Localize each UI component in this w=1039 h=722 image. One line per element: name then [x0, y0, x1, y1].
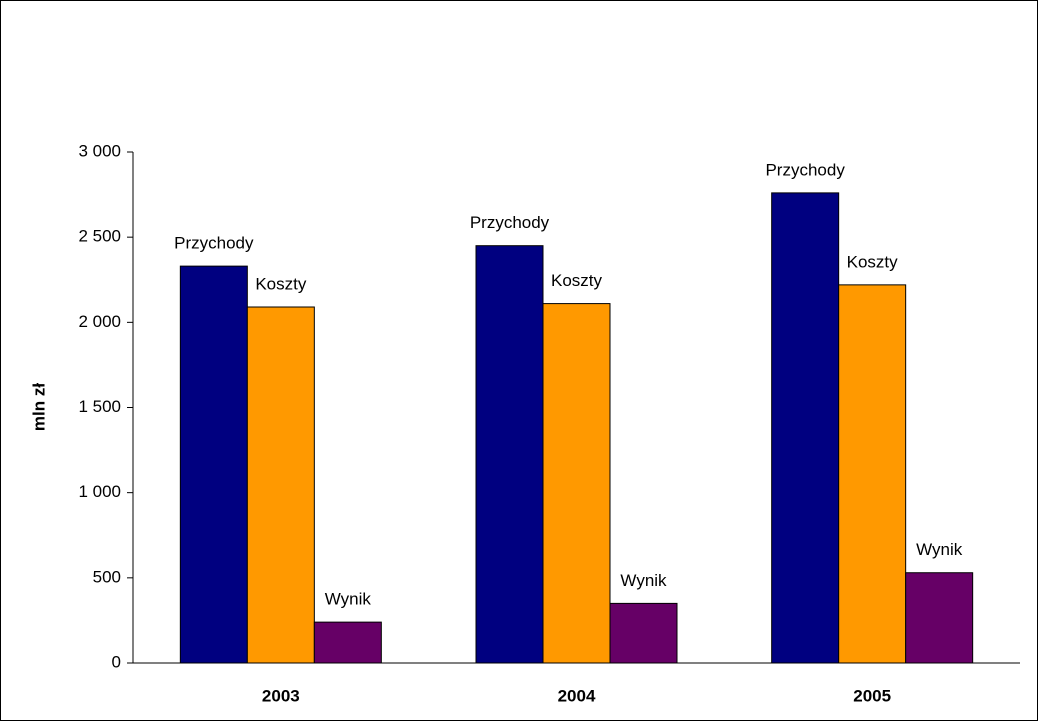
bar — [838, 284, 907, 664]
y-tick-label: 0 — [112, 652, 121, 671]
x-tick-label: 2005 — [853, 686, 891, 705]
x-tick-label: 2004 — [558, 686, 596, 705]
y-axis-label: mln zł — [29, 383, 48, 431]
bar — [771, 192, 840, 664]
data-label: Koszty — [255, 274, 307, 293]
x-tick-label: 2003 — [262, 686, 300, 705]
data-label: Wynik — [916, 540, 963, 559]
bar — [475, 245, 544, 664]
data-label: Przychody — [174, 234, 254, 253]
y-tick-label: 2 500 — [78, 227, 121, 246]
data-label: Wynik — [325, 590, 372, 609]
bar — [313, 621, 382, 664]
bar — [179, 265, 248, 664]
bar — [905, 572, 974, 664]
data-label: Przychody — [470, 213, 550, 232]
bar — [609, 602, 678, 664]
y-tick-label: 1 500 — [78, 397, 121, 416]
y-tick-label: 2 000 — [78, 312, 121, 331]
y-tick-label: 1 000 — [78, 482, 121, 501]
data-label: Przychody — [765, 160, 845, 179]
data-label: Wynik — [620, 571, 667, 590]
bar — [246, 306, 315, 664]
bar — [542, 303, 611, 664]
data-label: Koszty — [551, 271, 603, 290]
y-tick-label: 500 — [93, 567, 121, 586]
y-tick-label: 3 000 — [78, 141, 121, 160]
data-label: Koszty — [847, 252, 899, 271]
